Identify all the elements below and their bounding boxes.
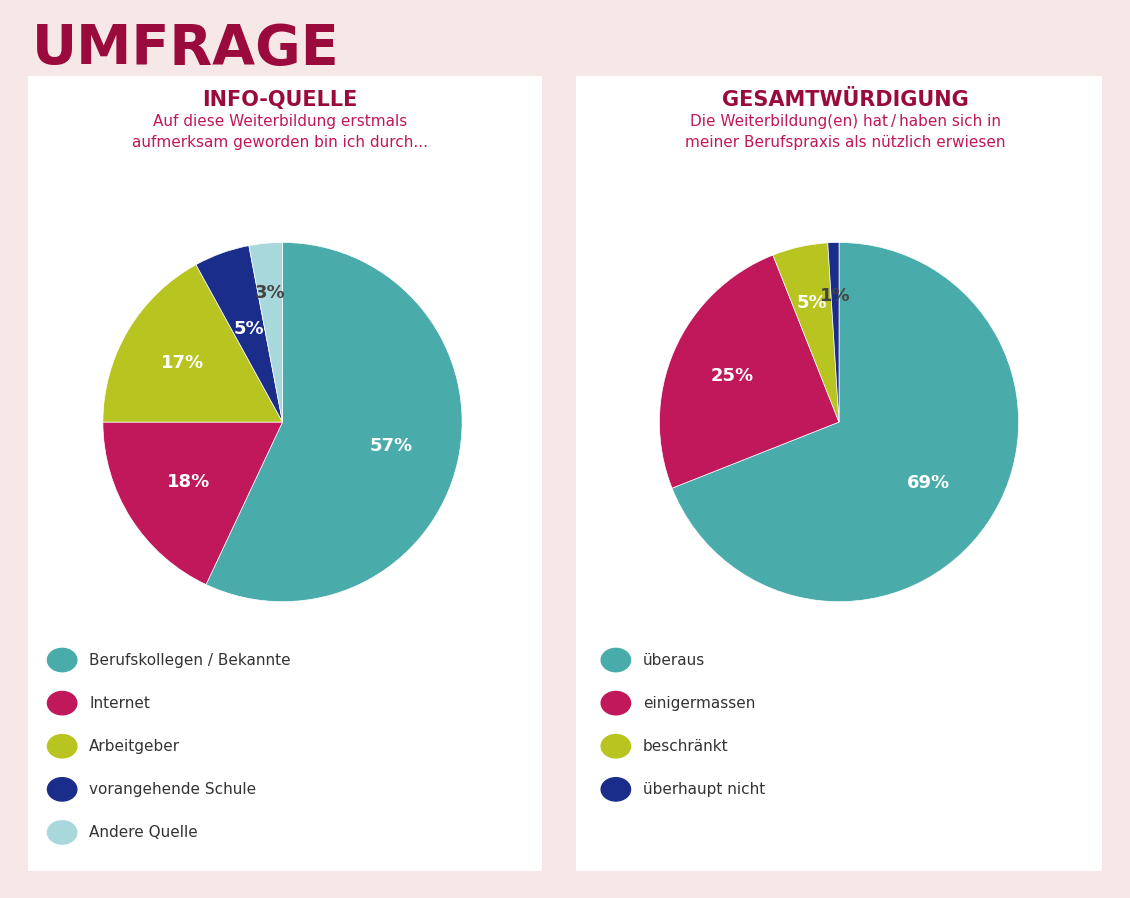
Text: 3%: 3% — [255, 285, 286, 303]
Text: einigermassen: einigermassen — [643, 696, 755, 710]
Text: 5%: 5% — [234, 320, 264, 339]
Text: überaus: überaus — [643, 653, 705, 667]
Wedge shape — [660, 255, 838, 489]
Wedge shape — [206, 242, 462, 602]
Text: 18%: 18% — [167, 472, 210, 490]
Text: Die Weiterbildung(en) hat / haben sich in
meiner Berufspraxis als nützlich erwie: Die Weiterbildung(en) hat / haben sich i… — [685, 114, 1006, 150]
Text: vorangehende Schule: vorangehende Schule — [89, 782, 257, 797]
Text: 57%: 57% — [370, 437, 412, 455]
Wedge shape — [828, 242, 840, 422]
Wedge shape — [195, 246, 282, 422]
Text: 69%: 69% — [906, 473, 949, 491]
Text: Andere Quelle: Andere Quelle — [89, 825, 198, 840]
Text: 5%: 5% — [797, 294, 827, 312]
Wedge shape — [672, 242, 1018, 602]
Text: INFO-QUELLE: INFO-QUELLE — [202, 90, 358, 110]
Wedge shape — [103, 422, 282, 585]
Text: UMFRAGE: UMFRAGE — [32, 22, 339, 76]
Text: Arbeitgeber: Arbeitgeber — [89, 739, 181, 753]
Text: Berufskollegen / Bekannte: Berufskollegen / Bekannte — [89, 653, 290, 667]
Text: 25%: 25% — [711, 366, 754, 384]
Wedge shape — [103, 265, 282, 422]
Text: 1%: 1% — [819, 287, 851, 305]
Text: überhaupt nicht: überhaupt nicht — [643, 782, 765, 797]
Wedge shape — [773, 242, 838, 422]
Wedge shape — [249, 242, 282, 422]
Text: Internet: Internet — [89, 696, 150, 710]
Text: Auf diese Weiterbildung erstmals
aufmerksam geworden bin ich durch...: Auf diese Weiterbildung erstmals aufmerk… — [132, 114, 428, 150]
Text: 17%: 17% — [160, 354, 203, 372]
Text: GESAMTWÜRDIGUNG: GESAMTWÜRDIGUNG — [722, 90, 968, 110]
Text: beschränkt: beschränkt — [643, 739, 729, 753]
